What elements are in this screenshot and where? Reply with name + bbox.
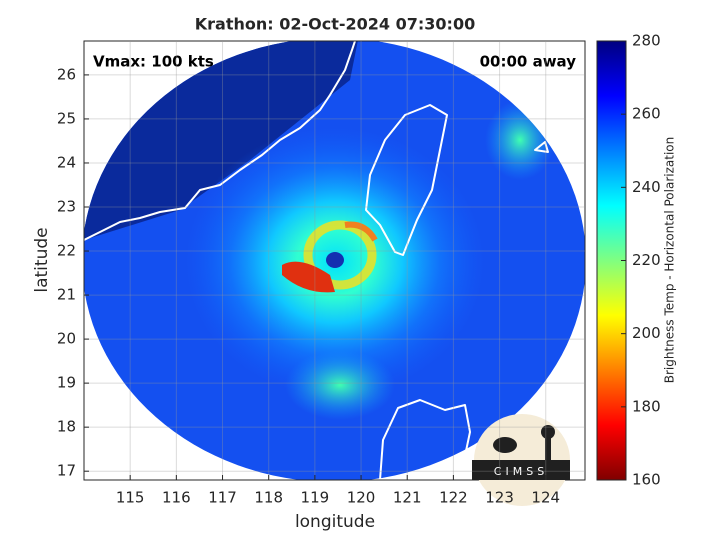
satellite-image <box>84 41 585 480</box>
y-tick-label: 23 <box>57 198 76 216</box>
x-tick-label: 118 <box>254 489 283 507</box>
y-tick-label: 21 <box>57 286 76 304</box>
y-tick-label: 19 <box>57 374 76 392</box>
x-axis-label: longitude <box>295 512 375 532</box>
y-tick-label: 17 <box>57 462 76 480</box>
colorbar-tick-label: 260 <box>632 105 661 123</box>
cimss-logo: CIMSS <box>472 414 570 506</box>
x-tick-label: 115 <box>116 489 145 507</box>
colorbar-label: Brightness Temp - Horizontal Polarizatio… <box>663 137 677 384</box>
y-tick-label: 18 <box>57 418 76 436</box>
plot-frame <box>83 40 586 481</box>
x-tick-label: 121 <box>393 489 422 507</box>
annotation: 00:00 away <box>480 53 577 71</box>
colorbar-tick-label: 200 <box>632 324 661 342</box>
x-tick-label: 120 <box>347 489 376 507</box>
colorbar-tick-label: 240 <box>632 178 661 196</box>
x-tick-label: 119 <box>301 489 330 507</box>
annotation: Vmax: 100 kts <box>93 53 214 71</box>
x-tick-label: 123 <box>485 489 514 507</box>
colorbar-tick-label: 280 <box>632 32 661 50</box>
y-tick-label: 24 <box>57 153 76 171</box>
colorbar-tick-label: 220 <box>632 251 661 269</box>
y-tick-label: 25 <box>57 109 76 127</box>
x-tick-label: 116 <box>162 489 191 507</box>
y-tick-label: 26 <box>57 65 76 83</box>
y-axis-label: latitude <box>32 227 52 292</box>
chart-title: Krathon: 02-Oct-2024 07:30:00 <box>195 15 475 34</box>
y-tick-label: 22 <box>57 242 76 260</box>
logo-text: CIMSS <box>494 465 548 478</box>
x-tick-label: 122 <box>439 489 468 507</box>
x-tick-label: 124 <box>531 489 560 507</box>
colorbar-tick-label: 160 <box>632 471 661 489</box>
y-tick-label: 20 <box>57 330 76 348</box>
colorbar-tick-label: 180 <box>632 397 661 415</box>
x-tick-label: 117 <box>208 489 237 507</box>
